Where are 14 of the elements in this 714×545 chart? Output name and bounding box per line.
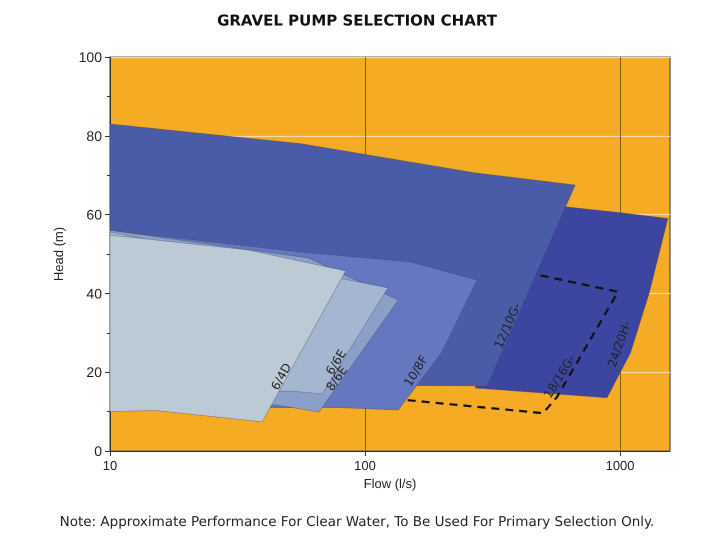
x-tick-label: 10 [102, 458, 118, 473]
chart-title: GRAVEL PUMP SELECTION CHART [217, 12, 498, 30]
series-label: 6/4D [268, 360, 294, 392]
y-tick-label: 60 [86, 206, 102, 223]
y-axis-title: Head (m) [51, 226, 66, 282]
y-tick-label: 0 [94, 443, 102, 459]
y-tick-label: 80 [86, 128, 102, 144]
y-tick-label: 40 [86, 285, 102, 302]
x-axis-title: Flow (l/s) [364, 476, 416, 491]
text: Note: Approximate Performance For Clear Water, To Be Used For Primary Selection Only. [58, 514, 656, 530]
x-tick-label: 100 [354, 458, 376, 473]
x-tick-label: 1000 [606, 458, 634, 473]
y-tick-label: 20 [86, 364, 102, 380]
y-tick-label: 100 [78, 49, 102, 65]
